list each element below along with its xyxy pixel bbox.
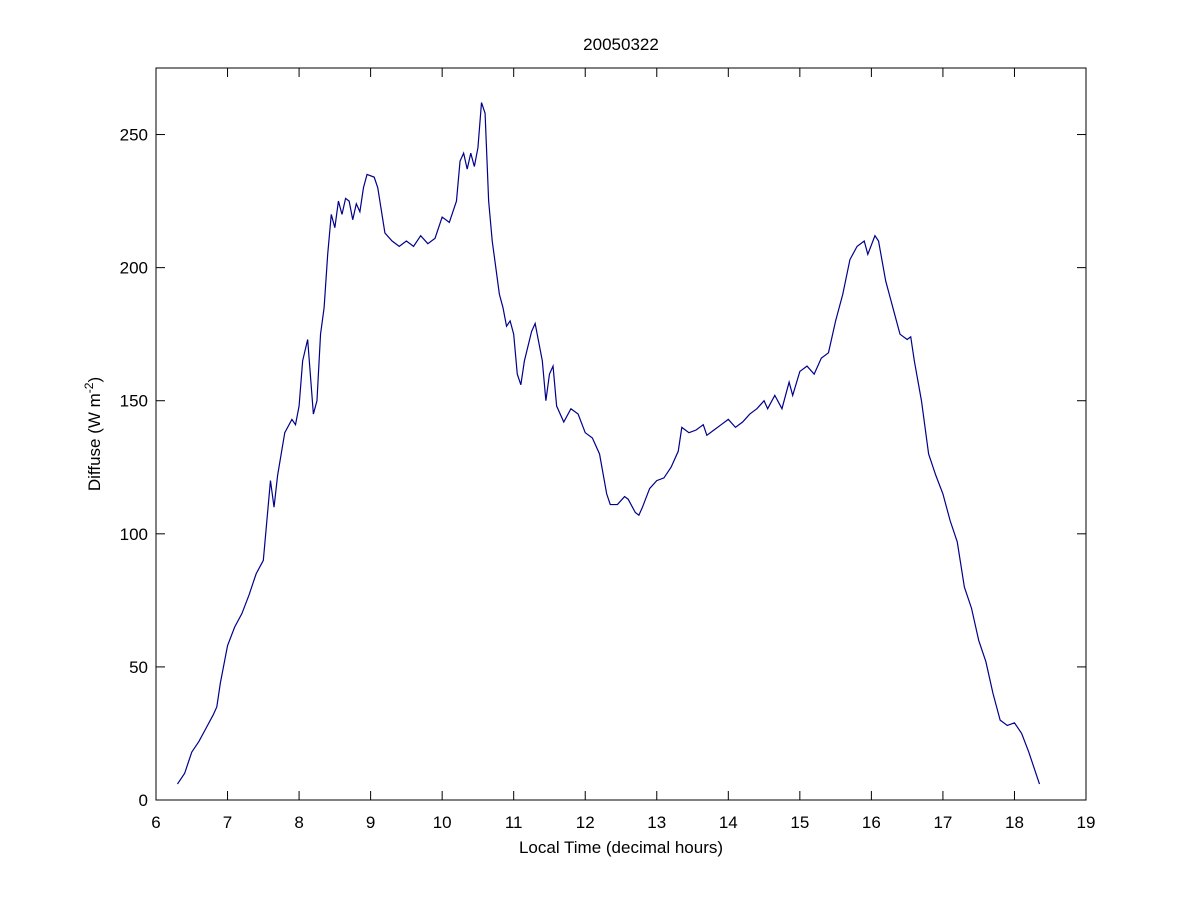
y-label-text: Diffuse (W m (85, 393, 104, 491)
x-tick-label: 9 (366, 813, 375, 832)
y-tick-label: 250 (120, 126, 148, 145)
data-line (176, 102, 1041, 785)
x-tick-label: 10 (433, 813, 452, 832)
x-tick-label: 8 (294, 813, 303, 832)
x-tick-label: 7 (223, 813, 232, 832)
x-tick-label: 11 (505, 813, 523, 832)
x-tick-label: 6 (151, 813, 160, 832)
x-tick-label: 14 (719, 813, 738, 832)
x-tick-label: 16 (862, 813, 881, 832)
x-tick-label: 13 (647, 813, 666, 832)
x-tick-label: 19 (1077, 813, 1096, 832)
y-tick-label: 200 (120, 259, 148, 278)
x-tick-label: 18 (1005, 813, 1024, 832)
x-tick-label: 15 (790, 813, 809, 832)
y-tick-label: 0 (139, 791, 148, 810)
y-tick-label: 100 (120, 525, 148, 544)
x-axis-label: Local Time (decimal hours) (519, 838, 723, 857)
x-tick-label: 17 (933, 813, 952, 832)
y-tick-label: 150 (120, 392, 148, 411)
y-axis-label: Diffuse (W m-2) (82, 377, 104, 491)
chart-title: 20050322 (583, 35, 659, 54)
plot-frame (155, 67, 1087, 801)
y-label-text: ) (85, 377, 104, 383)
x-tick-label: 12 (576, 813, 595, 832)
y-label-superscript: -2 (82, 382, 96, 393)
y-tick-label: 50 (129, 658, 148, 677)
